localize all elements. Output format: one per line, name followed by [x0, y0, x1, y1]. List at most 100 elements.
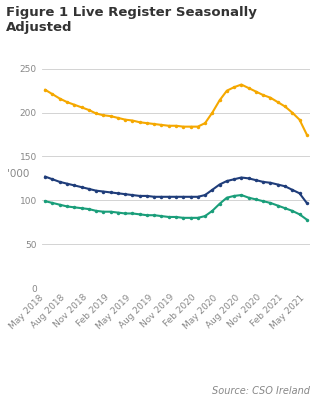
- Female: [58, 202, 62, 207]
- Female: [152, 213, 156, 218]
- Total: [254, 89, 258, 94]
- Total: [196, 124, 200, 129]
- Female: [305, 217, 309, 222]
- Total: [116, 116, 120, 120]
- Female: [160, 214, 164, 218]
- Total: [305, 132, 309, 137]
- Total: [72, 102, 76, 107]
- Female: [43, 199, 47, 204]
- Male: [58, 180, 62, 184]
- Female: [268, 200, 272, 205]
- Text: Figure 1 Live Register Seasonally Adjusted: Figure 1 Live Register Seasonally Adjust…: [6, 6, 257, 34]
- Male: [131, 193, 134, 198]
- Total: [290, 110, 294, 115]
- Male: [211, 187, 214, 192]
- Total: [276, 100, 280, 104]
- Male: [51, 177, 54, 182]
- Male: [254, 178, 258, 182]
- Total: [268, 95, 272, 100]
- Male: [65, 181, 69, 186]
- Total: [203, 121, 207, 126]
- Female: [101, 209, 105, 214]
- Total: [174, 123, 178, 128]
- Female: [261, 199, 265, 204]
- Total: [58, 96, 62, 101]
- Total: [94, 111, 98, 116]
- Male: [261, 180, 265, 184]
- Total: [145, 121, 149, 126]
- Female: [247, 195, 251, 200]
- Male: [101, 189, 105, 194]
- Total: [138, 120, 141, 125]
- Male: [247, 176, 251, 181]
- Male: [160, 194, 164, 199]
- Male: [123, 192, 127, 196]
- Male: [196, 194, 200, 199]
- Total: [109, 114, 113, 118]
- Male: [268, 180, 272, 185]
- Female: [298, 212, 301, 217]
- Total: [167, 123, 171, 128]
- Female: [51, 200, 54, 205]
- Female: [145, 213, 149, 218]
- Male: [225, 179, 229, 184]
- Female: [218, 202, 221, 206]
- Male: [174, 194, 178, 199]
- Female: [254, 197, 258, 202]
- Female: [203, 214, 207, 218]
- Female: [239, 193, 243, 198]
- Total: [298, 117, 301, 122]
- Female: [283, 206, 287, 210]
- Female: [167, 214, 171, 219]
- Male: [203, 193, 207, 198]
- Male: [188, 194, 192, 199]
- Total: [43, 88, 47, 92]
- Total: [65, 100, 69, 104]
- Male: [232, 177, 236, 182]
- Male: [43, 174, 47, 179]
- Male: [138, 194, 141, 198]
- Line: Female: Female: [44, 193, 308, 221]
- Female: [116, 210, 120, 215]
- Female: [72, 205, 76, 210]
- Total: [123, 117, 127, 122]
- Female: [196, 216, 200, 220]
- Female: [80, 206, 84, 210]
- Total: [131, 118, 134, 123]
- Female: [138, 212, 141, 217]
- Total: [101, 113, 105, 118]
- Total: [225, 88, 229, 93]
- Male: [298, 191, 301, 196]
- Female: [211, 208, 214, 213]
- Female: [181, 216, 185, 220]
- Male: [283, 184, 287, 189]
- Female: [65, 204, 69, 209]
- Male: [152, 194, 156, 199]
- Male: [290, 187, 294, 192]
- Female: [123, 211, 127, 216]
- Male: [218, 182, 221, 187]
- Total: [188, 124, 192, 129]
- Male: [116, 191, 120, 196]
- Male: [94, 188, 98, 193]
- Female: [109, 209, 113, 214]
- Total: [239, 82, 243, 87]
- Male: [80, 185, 84, 190]
- Female: [232, 194, 236, 198]
- Male: [167, 194, 171, 199]
- Female: [290, 208, 294, 213]
- Y-axis label: '000: '000: [7, 169, 29, 179]
- Total: [160, 122, 164, 127]
- Total: [211, 110, 214, 115]
- Total: [218, 98, 221, 103]
- Female: [225, 195, 229, 200]
- Female: [87, 207, 91, 212]
- Male: [305, 200, 309, 205]
- Total: [152, 122, 156, 126]
- Female: [174, 214, 178, 219]
- Female: [276, 203, 280, 208]
- Line: Total: Total: [44, 83, 308, 136]
- Total: [51, 92, 54, 96]
- Total: [87, 108, 91, 112]
- Text: Source: CSO Ireland: Source: CSO Ireland: [212, 386, 310, 396]
